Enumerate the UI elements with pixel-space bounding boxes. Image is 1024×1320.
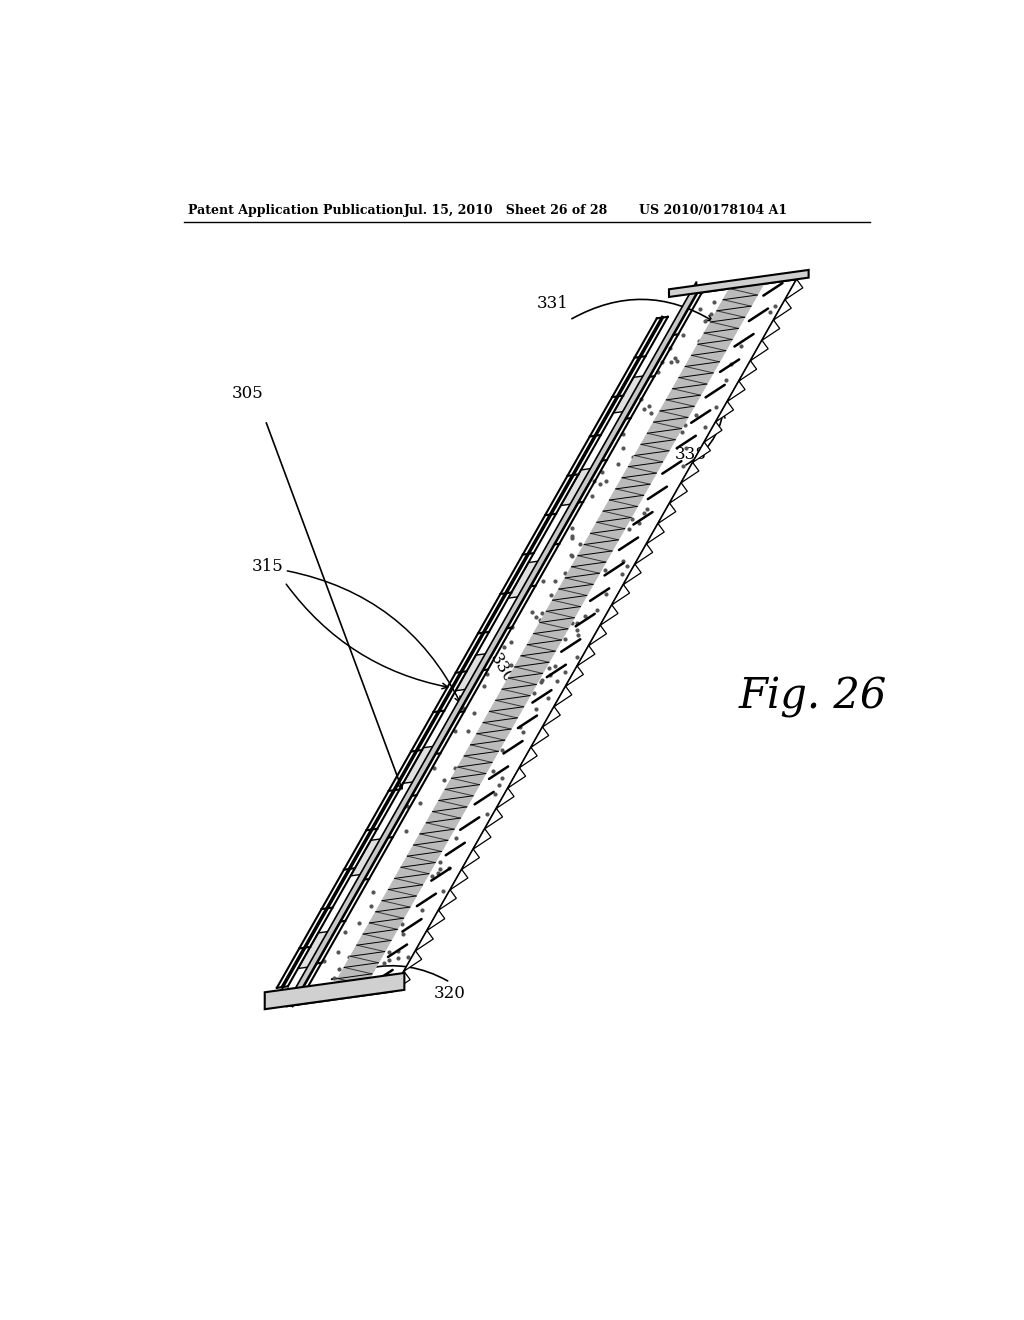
Polygon shape <box>462 849 479 870</box>
Text: 330: 330 <box>486 649 517 686</box>
Polygon shape <box>600 605 618 626</box>
Polygon shape <box>611 585 630 605</box>
Polygon shape <box>681 462 699 483</box>
Text: 315: 315 <box>252 558 284 576</box>
Polygon shape <box>403 746 434 783</box>
Text: 320: 320 <box>434 985 466 1002</box>
Polygon shape <box>554 686 571 706</box>
Polygon shape <box>451 870 468 890</box>
Polygon shape <box>624 564 641 585</box>
Polygon shape <box>508 768 525 788</box>
Polygon shape <box>565 667 584 686</box>
Polygon shape <box>403 950 422 972</box>
Text: US 2010/0178104 A1: US 2010/0178104 A1 <box>639 205 786 218</box>
Polygon shape <box>473 829 490 849</box>
Polygon shape <box>497 788 514 808</box>
Polygon shape <box>578 645 595 667</box>
Polygon shape <box>669 269 809 297</box>
Text: Jul. 15, 2010   Sheet 26 of 28: Jul. 15, 2010 Sheet 26 of 28 <box>403 205 608 218</box>
Polygon shape <box>705 422 722 442</box>
Polygon shape <box>292 281 696 1006</box>
Text: Fig. 26: Fig. 26 <box>739 676 887 718</box>
Polygon shape <box>646 524 665 544</box>
Polygon shape <box>416 931 433 950</box>
Polygon shape <box>519 747 538 768</box>
Polygon shape <box>773 300 792 319</box>
Polygon shape <box>561 469 592 506</box>
Polygon shape <box>762 319 779 341</box>
Polygon shape <box>589 626 606 645</box>
Polygon shape <box>613 376 644 413</box>
Polygon shape <box>326 284 764 1001</box>
Polygon shape <box>727 381 745 401</box>
Polygon shape <box>427 911 444 931</box>
Polygon shape <box>392 972 411 991</box>
Polygon shape <box>635 544 652 564</box>
Polygon shape <box>785 280 803 300</box>
Text: 305: 305 <box>231 384 263 401</box>
Text: Patent Application Publication: Patent Application Publication <box>188 205 403 218</box>
Polygon shape <box>692 442 711 462</box>
Polygon shape <box>298 932 329 969</box>
Polygon shape <box>438 890 457 911</box>
Text: 338: 338 <box>675 446 707 463</box>
Polygon shape <box>739 360 757 381</box>
Polygon shape <box>531 727 549 747</box>
Polygon shape <box>265 973 404 1010</box>
Polygon shape <box>716 401 733 422</box>
Polygon shape <box>508 561 540 598</box>
Polygon shape <box>751 341 768 360</box>
Polygon shape <box>350 838 382 876</box>
Polygon shape <box>543 706 560 727</box>
Polygon shape <box>670 483 687 503</box>
Polygon shape <box>292 280 797 1006</box>
Text: 331: 331 <box>537 294 568 312</box>
Polygon shape <box>484 808 503 829</box>
Polygon shape <box>658 503 676 524</box>
Polygon shape <box>456 653 486 690</box>
